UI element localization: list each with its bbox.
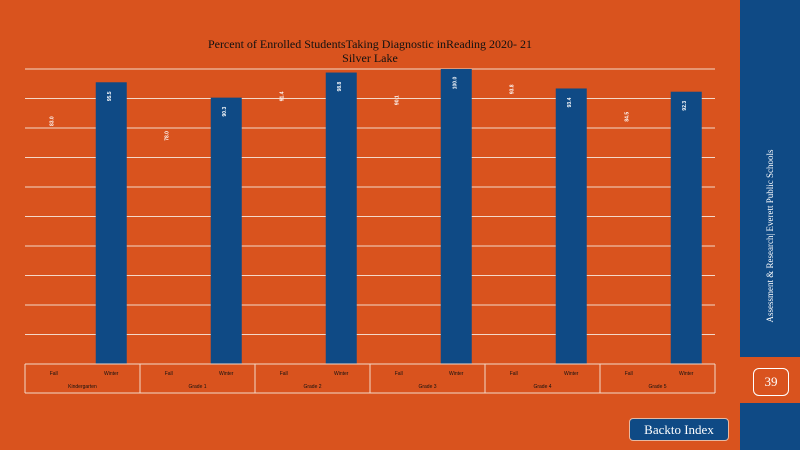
chart-title: Percent of Enrolled StudentsTaking Diagn… <box>207 37 533 51</box>
sidebar-footer-panel <box>740 403 800 450</box>
bar-winter <box>670 91 702 364</box>
bar-winter <box>440 69 472 364</box>
x-tick-label: Winter <box>564 371 579 377</box>
data-label: 90.1 <box>395 95 401 105</box>
x-group-label: Grade 2 <box>303 384 321 390</box>
x-tick-label: Winter <box>334 371 349 377</box>
x-group-label: Grade 5 <box>648 384 666 390</box>
data-label: 98.8 <box>337 81 343 91</box>
x-group-label: Grade 1 <box>188 384 206 390</box>
page-number: 39 <box>753 368 789 396</box>
x-group-label: Kindergarten <box>68 384 97 390</box>
bar-winter <box>210 97 242 365</box>
data-label: 100.0 <box>452 77 458 90</box>
x-group-label: Grade 4 <box>533 384 551 390</box>
chart-subtitle: Silver Lake <box>342 51 398 65</box>
back-to-index-button[interactable]: Backto Index <box>629 418 729 441</box>
data-label: 93.8 <box>510 84 516 94</box>
x-tick-label: Winter <box>104 371 119 377</box>
data-label: 91.4 <box>280 91 286 101</box>
data-label: 95.5 <box>107 91 113 101</box>
x-tick-label: Fall <box>165 371 173 377</box>
data-label: 84.5 <box>625 112 631 122</box>
sidebar-panel <box>740 0 800 357</box>
sidebar-org-label: Assessment & Research| Everett Public Sc… <box>765 149 775 323</box>
data-label: 92.3 <box>682 101 688 111</box>
data-label: 90.3 <box>222 107 228 117</box>
x-tick-label: Fall <box>395 371 403 377</box>
data-label: 93.4 <box>567 97 573 107</box>
bar-winter <box>95 82 127 365</box>
x-tick-label: Winter <box>449 371 464 377</box>
bar-winter <box>555 88 587 364</box>
data-label: 83.0 <box>50 116 56 126</box>
x-tick-label: Winter <box>219 371 234 377</box>
data-label: 78.0 <box>165 131 171 141</box>
x-tick-label: Winter <box>679 371 694 377</box>
x-tick-label: Fall <box>280 371 288 377</box>
x-tick-label: Fall <box>510 371 518 377</box>
x-tick-label: Fall <box>625 371 633 377</box>
bar-winter <box>325 72 357 364</box>
bar-chart: 83.0 Fall 95.5 Winter Kindergarten 78.0 Fall 90… <box>24 68 716 394</box>
x-tick-label: Fall <box>50 371 58 377</box>
x-group-label: Grade 3 <box>418 384 436 390</box>
